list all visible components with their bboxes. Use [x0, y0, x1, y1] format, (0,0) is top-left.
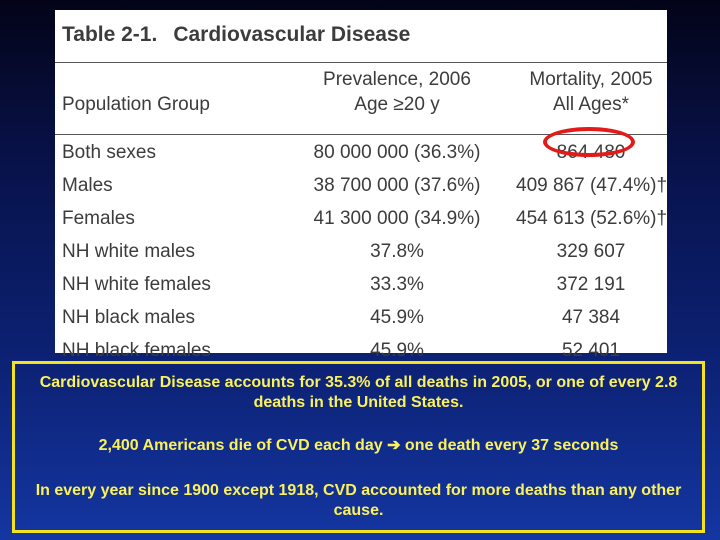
summary-box: Cardiovascular Disease accounts for 35.3…	[12, 361, 705, 533]
table-row: Males 38 700 000 (37.6%) 409 867 (47.4%)…	[55, 169, 667, 202]
cell-prevalence: 33.3%	[370, 274, 424, 295]
note-daily-deaths: 2,400 Americans die of CVD each day ➔ on…	[98, 437, 619, 454]
table-top-rule	[55, 62, 667, 63]
cell-mortality: 47 384	[561, 307, 621, 328]
cell-group: Males	[62, 175, 113, 196]
cell-mortality: 409 867 (47.4%)†	[516, 175, 668, 196]
cell-group: NH white males	[62, 241, 196, 262]
cell-group: Females	[62, 208, 135, 229]
cell-mortality: 372 191	[556, 274, 626, 295]
cell-group: Both sexes	[62, 142, 156, 163]
cell-group: NH white females	[62, 274, 211, 295]
table-panel: Table 2-1. Cardiovascular Disease Prevale…	[55, 10, 667, 361]
header-prevalence: Prevalence, 2006 Age ≥20 y	[312, 67, 482, 117]
table-header-rule	[55, 134, 667, 135]
table-caption: Cardiovascular Disease	[173, 23, 411, 46]
header-mortality-line2: All Ages*	[552, 94, 630, 115]
cell-prevalence: 80 000 000 (36.3%)	[313, 142, 481, 163]
cell-prevalence: 41 300 000 (34.9%)	[313, 208, 481, 229]
cell-prevalence: 45.9%	[370, 340, 424, 361]
cell-group: NH black females	[62, 340, 211, 361]
table-row: NH black males 45.9% 47 384	[55, 301, 667, 334]
table-title: Table 2-1. Cardiovascular Disease	[62, 23, 426, 49]
header-prevalence-line2: Age ≥20 y	[354, 94, 440, 115]
cell-prevalence: 45.9%	[370, 307, 424, 328]
cell-mortality: 454 613 (52.6%)†	[516, 208, 668, 229]
note-deaths-share: Cardiovascular Disease accounts for 35.3…	[39, 374, 678, 411]
note-history: In every year since 1900 except 1918, CV…	[35, 482, 682, 519]
table-row: NH black females 45.9% 52 401	[55, 334, 667, 361]
cell-prevalence: 38 700 000 (37.6%)	[313, 175, 481, 196]
cell-group: NH black males	[62, 307, 196, 328]
highlight-circle	[543, 127, 635, 157]
header-prevalence-line1: Prevalence, 2006	[323, 69, 471, 90]
header-population-group: Population Group	[62, 94, 210, 115]
header-mortality: Mortality, 2005 All Ages*	[516, 67, 666, 117]
table-row: NH white males 37.8% 329 607	[55, 235, 667, 268]
table-row: Females 41 300 000 (34.9%) 454 613 (52.6…	[55, 202, 667, 235]
cell-mortality: 52 401	[561, 340, 621, 361]
table-number: Table 2-1.	[62, 23, 158, 46]
header-mortality-line1: Mortality, 2005	[529, 69, 653, 90]
cell-mortality: 329 607	[556, 241, 626, 262]
cell-prevalence: 37.8%	[370, 241, 424, 262]
table-row: NH white females 33.3% 372 191	[55, 268, 667, 301]
